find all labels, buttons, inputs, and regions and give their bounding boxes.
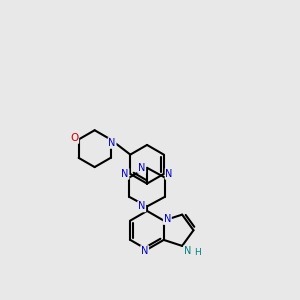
Text: N: N: [164, 214, 171, 224]
Text: H: H: [194, 248, 201, 257]
Text: N: N: [184, 246, 191, 256]
Text: N: N: [138, 202, 146, 212]
Text: N: N: [141, 246, 148, 256]
Text: O: O: [70, 133, 78, 143]
Text: N: N: [108, 138, 116, 148]
Text: N: N: [121, 169, 129, 179]
Text: N: N: [138, 163, 146, 173]
Text: N: N: [165, 169, 173, 179]
